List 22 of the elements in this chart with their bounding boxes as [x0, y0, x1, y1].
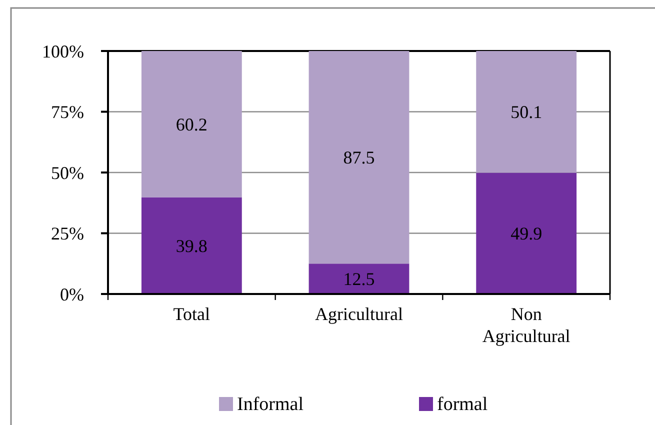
legend-label: formal [437, 394, 488, 415]
data-label: 12.5 [343, 269, 375, 290]
bar [141, 51, 242, 198]
y-tick-label: 100% [42, 41, 84, 62]
data-label: 49.9 [510, 224, 542, 244]
y-tick-label: 0% [60, 284, 84, 304]
x-tick-label: Total [173, 304, 210, 324]
y-tick-label: 25% [51, 224, 84, 244]
data-label: 87.5 [343, 148, 375, 168]
y-tick-label: 50% [51, 162, 84, 183]
bar [476, 51, 577, 173]
bar [308, 264, 410, 294]
x-tick-label: Non Agricultural [482, 304, 570, 346]
y-tick-label: 75% [51, 102, 84, 122]
x-tick-label: Agricultural [315, 304, 403, 324]
data-label: 50.1 [510, 102, 542, 122]
bar [476, 172, 577, 294]
legend-label: Informal [237, 394, 304, 415]
bar [308, 51, 410, 264]
data-label: 60.2 [176, 114, 208, 134]
bar [141, 197, 242, 294]
data-label: 39.8 [176, 236, 208, 256]
